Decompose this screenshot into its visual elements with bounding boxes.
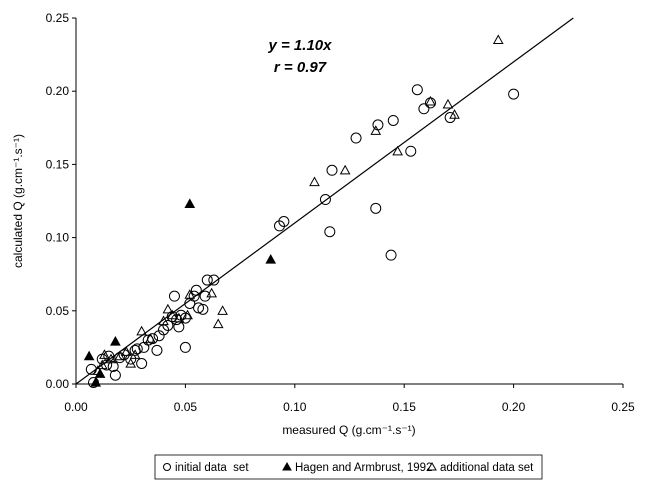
point-initial bbox=[199, 290, 211, 302]
point-initial bbox=[168, 290, 180, 302]
point-hagen bbox=[110, 336, 121, 346]
point-initial bbox=[197, 303, 209, 315]
point-additional bbox=[206, 287, 218, 298]
y-tick-label: 0.15 bbox=[46, 157, 70, 171]
point-initial bbox=[273, 220, 285, 232]
point-initial bbox=[326, 164, 338, 176]
point-additional bbox=[392, 145, 403, 156]
point-initial bbox=[151, 344, 163, 356]
legend-marker-initial bbox=[163, 463, 171, 471]
point-additional bbox=[166, 309, 178, 320]
legend: initial data set Hagen and Armbrust, 199… bbox=[154, 454, 543, 480]
point-initial bbox=[109, 369, 121, 381]
point-hagen bbox=[83, 350, 95, 361]
x-tick-label: 0.05 bbox=[174, 400, 198, 414]
x-tick-label: 0.25 bbox=[611, 400, 635, 414]
point-hagen bbox=[90, 377, 102, 387]
point-additional bbox=[129, 349, 141, 359]
point-initial bbox=[411, 84, 423, 96]
point-additional bbox=[99, 349, 110, 359]
point-initial bbox=[173, 321, 185, 333]
legend-marker-hagen bbox=[282, 461, 292, 471]
point-initial bbox=[324, 226, 336, 238]
x-tick-label: 0.15 bbox=[393, 400, 417, 414]
y-tick-label: 0.05 bbox=[46, 304, 70, 318]
x-tick-label: 0.00 bbox=[64, 400, 88, 414]
legend-label-additional: additional data set bbox=[440, 462, 534, 474]
point-initial bbox=[508, 88, 520, 100]
point-hagen bbox=[265, 254, 277, 264]
point-initial bbox=[179, 341, 191, 353]
point-initial bbox=[385, 249, 397, 261]
point-additional bbox=[184, 289, 196, 299]
point-initial bbox=[101, 359, 113, 371]
point-initial bbox=[201, 274, 213, 286]
point-initial bbox=[444, 112, 456, 124]
point-additional bbox=[158, 315, 169, 326]
point-initial bbox=[319, 194, 331, 206]
legend-label-initial: initial data set bbox=[175, 462, 249, 474]
point-initial bbox=[138, 341, 150, 353]
legend-box bbox=[154, 454, 543, 480]
point-additional bbox=[217, 305, 228, 315]
y-tick-label: 0.10 bbox=[46, 231, 70, 245]
point-additional bbox=[449, 109, 460, 119]
point-initial bbox=[350, 132, 362, 144]
x-tick-label: 0.10 bbox=[283, 400, 307, 414]
y-tick-label: 0.20 bbox=[46, 84, 70, 98]
legend-label-hagen: Hagen and Armbrust, 1992 bbox=[295, 462, 432, 474]
point-initial bbox=[405, 145, 417, 157]
equation-annotation: y = 1.10x bbox=[268, 37, 333, 54]
point-hagen bbox=[184, 198, 196, 209]
point-initial bbox=[418, 103, 430, 115]
point-initial bbox=[278, 215, 290, 227]
point-initial bbox=[107, 360, 119, 372]
x-axis-title: measured Q (g.cm⁻¹.s⁻¹) bbox=[282, 423, 415, 437]
point-initial bbox=[179, 312, 191, 324]
point-initial bbox=[370, 202, 382, 214]
point-additional bbox=[173, 312, 185, 323]
y-tick-label: 0.25 bbox=[46, 11, 70, 25]
correlation-annotation: r = 0.97 bbox=[274, 59, 327, 76]
point-additional bbox=[105, 353, 117, 364]
point-additional bbox=[370, 125, 382, 135]
point-initial bbox=[387, 114, 399, 126]
point-additional bbox=[425, 95, 436, 106]
y-tick-label: 0.00 bbox=[46, 377, 70, 391]
point-initial bbox=[190, 284, 202, 296]
point-additional bbox=[92, 365, 104, 375]
point-additional bbox=[120, 346, 132, 356]
point-additional bbox=[125, 357, 137, 368]
point-initial bbox=[103, 350, 115, 362]
point-additional bbox=[136, 325, 147, 336]
y-axis-title: calculated Q (g.cm⁻¹.s⁻¹) bbox=[11, 134, 25, 268]
point-initial bbox=[188, 290, 200, 302]
point-additional bbox=[162, 303, 174, 314]
regression-line bbox=[75, 17, 574, 385]
legend-marker-additional bbox=[427, 461, 437, 471]
point-additional bbox=[145, 333, 156, 343]
x-tick-label: 0.20 bbox=[502, 400, 526, 414]
point-initial bbox=[125, 353, 137, 365]
point-initial bbox=[136, 358, 148, 370]
point-initial bbox=[153, 330, 165, 342]
point-additional bbox=[309, 176, 320, 187]
point-additional bbox=[212, 318, 224, 329]
point-additional bbox=[96, 359, 108, 370]
point-additional bbox=[182, 309, 193, 320]
point-initial bbox=[208, 274, 220, 286]
point-additional bbox=[339, 164, 351, 175]
point-additional bbox=[442, 98, 454, 109]
point-initial bbox=[193, 302, 205, 314]
point-initial bbox=[162, 319, 174, 331]
point-additional bbox=[492, 34, 504, 45]
